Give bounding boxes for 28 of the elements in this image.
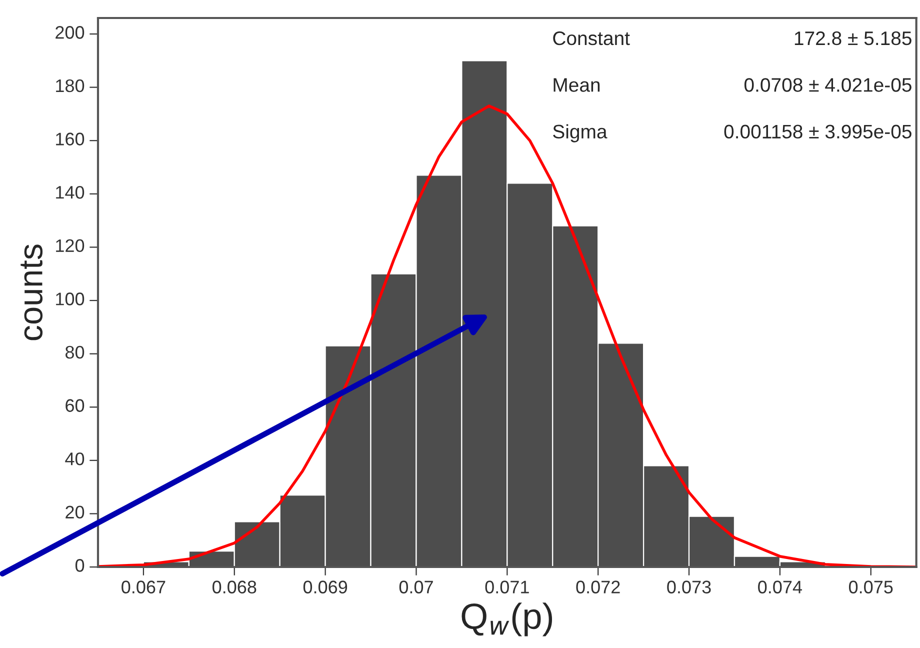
y-tick-label: 40 [65, 452, 84, 466]
x-tick-label: 0.068 [212, 580, 256, 594]
y-tick-label: 0 [75, 559, 84, 572]
y-tick-label: 120 [56, 239, 84, 252]
x-tick-label: 0.069 [303, 580, 348, 594]
x-tick-label: 0.071 [485, 580, 529, 594]
y-axis-title: counts [20, 244, 43, 340]
annotation: Sigma [553, 124, 608, 142]
x-tick-label: 0.075 [848, 580, 893, 594]
y-tick-label: 20 [66, 506, 84, 519]
y-tick-label: 60 [66, 399, 84, 412]
y-tick-label: 140 [56, 186, 84, 199]
x-axis-title: Q$_{w}$(p) [462, 602, 552, 636]
y-tick-label: 200 [56, 26, 84, 39]
y-tick-label: 180 [56, 79, 84, 92]
annotation: Constant [553, 31, 630, 46]
y-tick-label: 160 [56, 132, 84, 146]
x-tick-label: 0.07 [399, 580, 433, 594]
y-tick-label: 100 [56, 292, 84, 306]
x-tick-label: 0.067 [122, 580, 166, 594]
x-tick-label: 0.073 [667, 580, 711, 594]
x-tick-label: 0.072 [576, 580, 620, 594]
annotation: 172.8 ± 5.185 [794, 31, 912, 46]
annotation: Mean [554, 78, 600, 92]
annotation: 0.001158 ± 3.995e-05 [724, 124, 912, 139]
x-tick-label: 0.074 [758, 580, 802, 594]
annotation: 0.0708 ± 4.021e-05 [744, 78, 912, 92]
y-tick-label: 80 [66, 346, 84, 359]
